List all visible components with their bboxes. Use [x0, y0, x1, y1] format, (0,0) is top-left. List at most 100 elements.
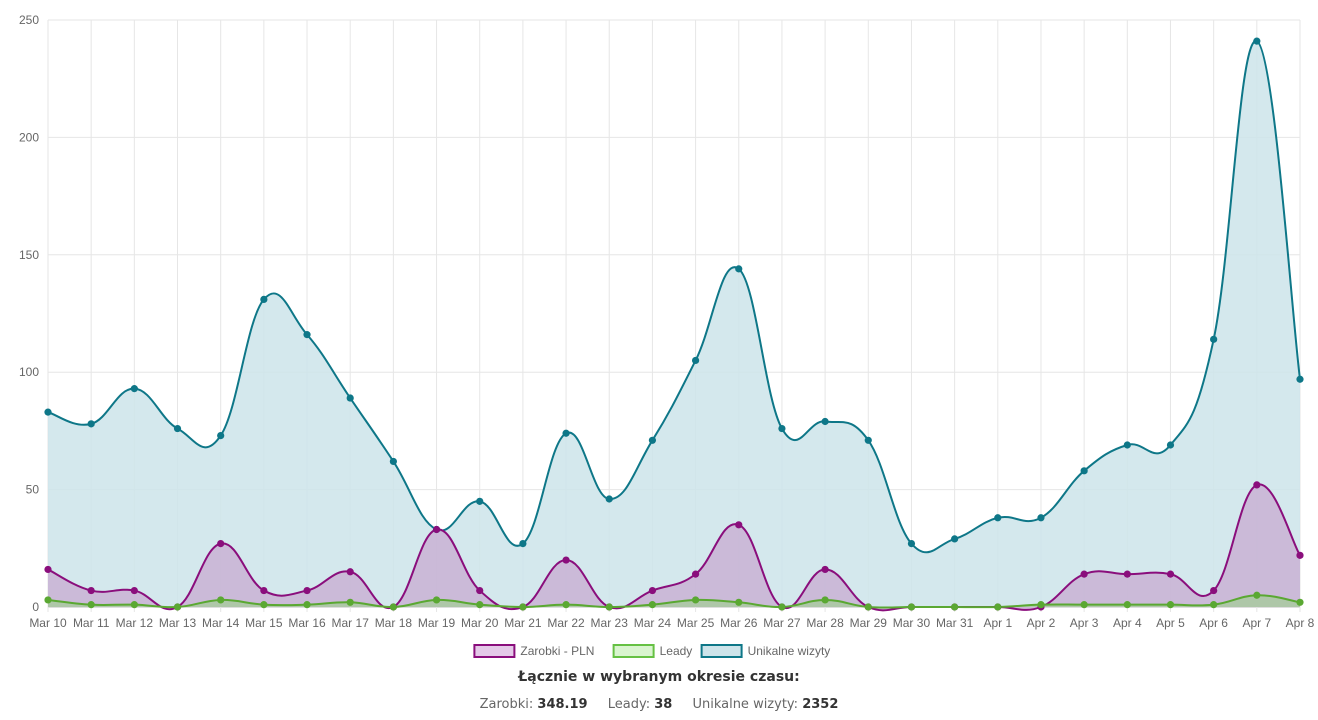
- totals-summary: Zarobki: 348.19 Leady: 38 Unikalne wizyt…: [0, 697, 1318, 712]
- data-point-unikalne-wizyty: [735, 265, 743, 273]
- legend-label: Unikalne wizyty: [748, 644, 831, 658]
- data-point-unikalne-wizyty: [260, 295, 268, 304]
- data-point-leady: [519, 603, 527, 611]
- data-point-zarobki-pln: [217, 540, 225, 548]
- data-point-unikalne-wizyty: [821, 417, 829, 426]
- x-tick-label: Mar 21: [504, 616, 542, 630]
- data-point-unikalne-wizyty: [562, 429, 570, 437]
- data-point-unikalne-wizyty: [346, 394, 354, 402]
- line-area-chart: 0 50 100 150 200 250 Mar 10 Mar 11 Mar 12 Mar 13…: [19, 13, 1315, 658]
- data-point-leady: [476, 601, 484, 609]
- legend-item-zarobki-pln[interactable]: Zarobki - PLN: [473, 644, 594, 658]
- data-point-unikalne-wizyty: [648, 436, 657, 444]
- x-tick-label: Mar 11: [73, 616, 110, 630]
- data-point-leady: [260, 601, 268, 609]
- x-tick-label: Mar 22: [547, 616, 585, 630]
- data-point-unikalne-wizyty: [87, 420, 95, 428]
- data-point-zarobki-pln: [303, 586, 311, 595]
- data-point-leady: [87, 601, 95, 609]
- data-point-zarobki-pln: [87, 586, 95, 595]
- data-point-unikalne-wizyty: [691, 356, 700, 365]
- data-point-zarobki-pln: [562, 556, 570, 564]
- data-point-leady: [130, 601, 138, 609]
- data-point-leady: [994, 603, 1002, 611]
- x-tick-label: Apr 6: [1199, 616, 1228, 630]
- total-leads: Leady: 38: [608, 697, 677, 712]
- data-point-leady: [1166, 601, 1175, 609]
- data-point-zarobki-pln: [1210, 586, 1218, 595]
- x-tick-label: Apr 8: [1286, 616, 1315, 630]
- legend-item-unikalne-wizyty[interactable]: Unikalne wizyty: [700, 644, 831, 658]
- data-point-leady: [44, 596, 52, 604]
- data-point-unikalne-wizyty: [605, 495, 613, 503]
- legend-swatch: [700, 644, 743, 658]
- data-point-unikalne-wizyty: [173, 424, 182, 433]
- data-point-leady: [951, 603, 959, 611]
- data-point-zarobki-pln: [1080, 570, 1088, 578]
- x-tick-label: Apr 7: [1242, 616, 1271, 630]
- x-tick-label: Mar 20: [461, 616, 499, 630]
- x-tick-label: Mar 10: [29, 616, 67, 630]
- data-point-zarobki-pln: [346, 568, 354, 576]
- x-tick-label: Mar 18: [375, 616, 413, 630]
- total-earnings-value: 348.19: [537, 697, 588, 712]
- data-point-unikalne-wizyty: [303, 331, 311, 339]
- data-point-leady: [907, 603, 916, 611]
- legend[interactable]: Zarobki - PLN Leady Unikalne wizyty: [473, 644, 831, 658]
- data-point-leady: [303, 601, 311, 609]
- x-tick-label: Mar 13: [159, 616, 197, 630]
- data-point-leady: [605, 603, 613, 611]
- data-point-leady: [864, 603, 872, 611]
- legend-item-leady[interactable]: Leady: [612, 644, 693, 658]
- x-tick-label: Apr 4: [1113, 616, 1142, 630]
- x-tick-label: Mar 25: [677, 616, 715, 630]
- data-point-leady: [1296, 598, 1304, 606]
- x-tick-label: Mar 30: [893, 616, 931, 630]
- data-point-leady: [389, 603, 397, 611]
- data-point-zarobki-pln: [432, 525, 441, 534]
- data-point-unikalne-wizyty: [778, 424, 786, 433]
- legend-label: Leady: [660, 644, 693, 658]
- data-point-unikalne-wizyty: [1296, 375, 1304, 383]
- data-point-unikalne-wizyty: [1210, 335, 1218, 343]
- x-tick-label: Mar 17: [332, 616, 370, 630]
- data-point-unikalne-wizyty: [130, 385, 138, 393]
- data-point-unikalne-wizyty: [217, 431, 225, 440]
- x-tick-label: Mar 15: [245, 616, 283, 630]
- x-tick-label: Mar 26: [720, 616, 758, 630]
- series-area-unikalne-wizyty: [48, 40, 1300, 607]
- data-point-zarobki-pln: [691, 570, 700, 578]
- y-tick-label: 150: [19, 248, 39, 262]
- x-tick-label: Apr 3: [1070, 616, 1099, 630]
- x-tick-label: Mar 27: [763, 616, 801, 630]
- legend-swatch: [473, 644, 516, 658]
- data-point-unikalne-wizyty: [864, 436, 872, 444]
- x-axis-ticks: Mar 10 Mar 11 Mar 12 Mar 13 Mar 14 Mar 15 Mar …: [29, 616, 1314, 630]
- data-point-unikalne-wizyty: [994, 514, 1002, 522]
- y-tick-label: 50: [26, 483, 40, 497]
- series-line-leady: [47, 594, 1301, 609]
- data-point-leady: [1253, 591, 1261, 599]
- legend-swatch: [612, 644, 655, 658]
- data-point-leady: [217, 596, 225, 604]
- x-tick-label: Mar 16: [288, 616, 326, 630]
- x-tick-label: Mar 29: [850, 616, 888, 630]
- totals-title: Łącznie w wybranym okresie czasu:: [518, 669, 800, 685]
- data-point-zarobki-pln: [130, 586, 138, 595]
- data-point-zarobki-pln: [1296, 551, 1304, 559]
- data-point-unikalne-wizyty: [44, 408, 52, 416]
- data-point-zarobki-pln: [735, 521, 743, 529]
- total-leads-label: Leady:: [607, 697, 651, 712]
- data-point-leady: [1210, 601, 1218, 609]
- series-area-leady: [48, 595, 1300, 608]
- data-point-zarobki-pln: [1166, 570, 1175, 578]
- data-point-leady: [1037, 601, 1045, 609]
- x-tick-label: Mar 14: [202, 616, 240, 630]
- data-point-leady: [735, 598, 743, 606]
- total-visits-label: Unikalne wizyty:: [692, 697, 799, 712]
- x-tick-label: Mar 19: [418, 616, 456, 630]
- data-point-zarobki-pln: [1123, 570, 1131, 578]
- data-point-leady: [432, 596, 441, 604]
- data-point-unikalne-wizyty: [1037, 514, 1045, 522]
- series-line-unikalne-wizyty: [47, 40, 1301, 554]
